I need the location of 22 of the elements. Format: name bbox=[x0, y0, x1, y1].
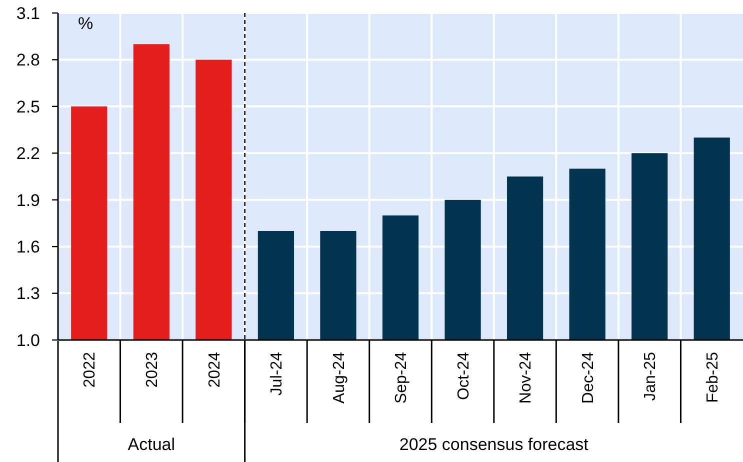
y-tick-label: 3.1 bbox=[16, 4, 40, 23]
y-tick-label: 2.5 bbox=[16, 97, 40, 116]
text: 2025 consensus forecast bbox=[399, 435, 589, 454]
text: Actual bbox=[128, 435, 176, 454]
x-tick-label: 2022 bbox=[82, 352, 99, 388]
x-tick-label: Nov-24 bbox=[518, 352, 535, 404]
x-tick-label: Sep-24 bbox=[393, 352, 410, 404]
y-tick-label: 2.2 bbox=[16, 144, 40, 164]
x-tick-label: Dec-24 bbox=[580, 352, 597, 404]
x-tick-label: Aug-24 bbox=[330, 352, 348, 404]
y-tick-label: 1.3 bbox=[16, 284, 40, 304]
x-tick-label: Jan-25 bbox=[642, 352, 660, 401]
x-tick-label: Oct-24 bbox=[455, 352, 472, 400]
y-tick-label: 1.0 bbox=[16, 330, 40, 350]
y-tick-label: 2.8 bbox=[16, 50, 40, 70]
x-tick-label: Jul-24 bbox=[268, 352, 286, 396]
y-tick-label: 1.9 bbox=[16, 190, 40, 210]
y-tick-label: 1.6 bbox=[16, 238, 40, 257]
x-tick-label: Feb-25 bbox=[704, 352, 722, 403]
x-tick-label: 2024 bbox=[206, 352, 224, 388]
y-axis-title: % bbox=[78, 14, 94, 33]
x-tick-label: 2023 bbox=[144, 352, 162, 388]
